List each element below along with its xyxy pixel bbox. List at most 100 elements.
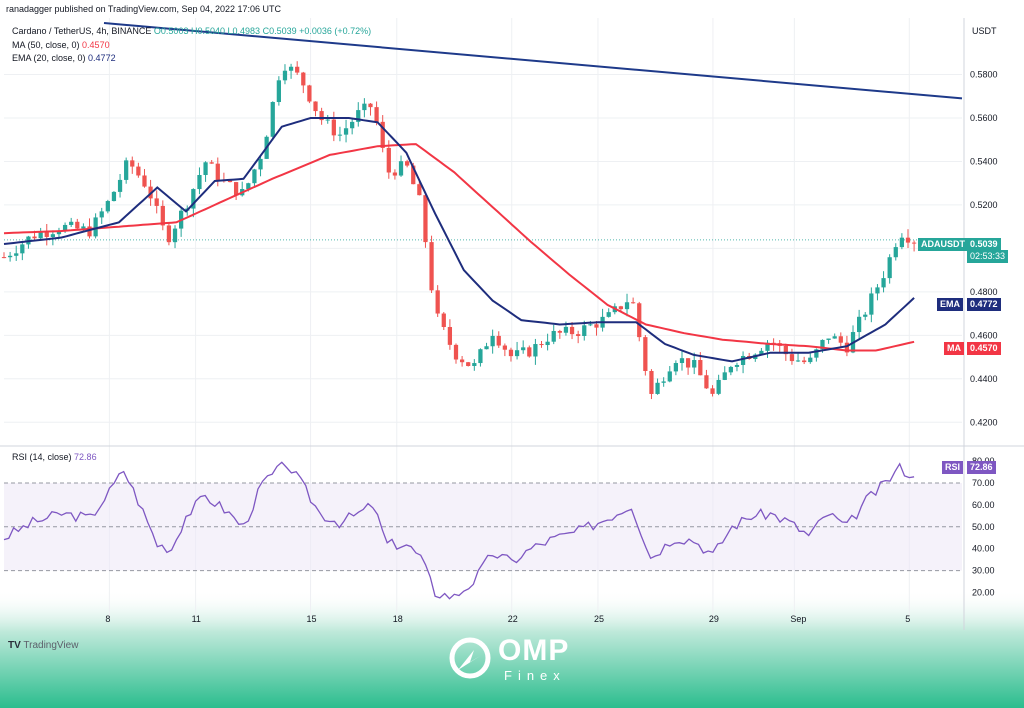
candle-body	[496, 335, 501, 346]
candle-body	[447, 327, 453, 345]
candle-body	[728, 366, 733, 373]
low-value: L0.4983	[227, 26, 261, 36]
rsi-y-tick-label: 50.00	[972, 522, 995, 532]
candle-body	[411, 165, 416, 185]
close-value: C0.5039	[262, 26, 297, 36]
resistance-trendline	[103, 21, 963, 100]
candle-body	[246, 183, 251, 190]
countdown-tag: 02:53:33	[967, 250, 1009, 263]
ma-legend-value: 0.4570	[82, 40, 110, 50]
candle-body	[887, 257, 892, 279]
candle-body	[295, 66, 300, 73]
rsi-name-text: RSI	[945, 462, 961, 472]
x-tick-label: 25	[594, 614, 604, 624]
candle-body	[844, 342, 850, 353]
candle-body	[899, 237, 905, 248]
candle-body	[459, 359, 465, 363]
ema-name-text: EMA	[940, 299, 960, 309]
rsi-name-tag: RSI	[942, 461, 964, 474]
candle-body	[551, 330, 556, 342]
candle-body	[325, 119, 330, 121]
candle-body	[569, 326, 575, 335]
candle-body	[81, 226, 86, 229]
candle-body	[99, 211, 104, 218]
x-tick-label: 11	[192, 614, 201, 624]
candle-body	[130, 160, 135, 167]
rsi-line	[3, 461, 915, 600]
x-tick-label: 5	[905, 614, 910, 624]
candle-body	[814, 349, 819, 358]
candle-body	[539, 344, 544, 346]
candle-body	[1, 257, 7, 259]
candle-body	[857, 316, 862, 333]
candle-body	[588, 324, 593, 326]
price-value-tag: 0.5039	[967, 238, 1001, 251]
ma-value-text: 0.4570	[970, 343, 998, 353]
candle-body	[618, 306, 624, 310]
candle-body	[508, 349, 514, 357]
currency-label: USDT	[972, 26, 997, 36]
candle-body	[545, 341, 550, 346]
symbol-name: Cardano / TetherUS, 4h, BINANCE	[12, 26, 152, 36]
candle-body	[93, 217, 98, 237]
candle-body	[765, 342, 770, 351]
candle-body	[87, 226, 92, 237]
candle-body	[905, 237, 911, 243]
candle-body	[7, 255, 13, 258]
publisher-line: ranadagger published on TradingView.com,…	[6, 4, 281, 14]
candle-body	[466, 362, 471, 367]
candle-body	[44, 232, 49, 237]
candle-body	[704, 375, 709, 389]
rsi-y-tick-label: 30.00	[972, 566, 995, 576]
candle-body	[795, 360, 801, 362]
candle-body	[802, 360, 807, 363]
candle-body	[655, 382, 660, 394]
rsi-legend[interactable]: RSI (14, close) 72.86	[12, 452, 97, 462]
x-tick-label: 18	[393, 614, 403, 624]
candle-body	[215, 163, 220, 181]
candle-body	[270, 102, 275, 137]
candle-body	[288, 66, 294, 71]
ma-legend[interactable]: MA (50, close, 0) 0.4570	[12, 40, 110, 50]
candle-body	[624, 302, 630, 310]
candle-body	[343, 128, 349, 135]
candle-body	[111, 191, 117, 202]
omp-brand: OMP Finex	[448, 634, 588, 690]
candle-body	[881, 278, 886, 288]
candle-body	[783, 345, 788, 355]
candle-body	[478, 349, 483, 364]
candle-body	[75, 221, 80, 229]
ma-name-text: MA	[947, 343, 961, 353]
x-tick-label: 8	[105, 614, 110, 624]
ma50-line	[3, 143, 915, 352]
candle-body	[423, 195, 428, 243]
candle-body	[820, 339, 825, 350]
candle-body	[417, 184, 422, 196]
candle-body	[808, 357, 813, 363]
candle-body	[374, 107, 379, 122]
candle-body	[14, 253, 19, 256]
candle-body	[484, 346, 489, 350]
price-y-tick-label: 0.5800	[970, 70, 998, 80]
high-value: H0.5040	[190, 26, 225, 36]
candle-body	[631, 302, 636, 304]
ma-value-tag: 0.4570	[967, 342, 1001, 355]
candle-body	[789, 354, 795, 362]
candle-body	[38, 232, 43, 239]
candle-body	[472, 363, 477, 367]
candle-body	[679, 358, 685, 364]
candle-body	[197, 175, 202, 190]
publisher-text: ranadagger published on TradingView.com,…	[6, 4, 282, 14]
candle-body	[154, 198, 159, 206]
candle-body	[380, 121, 385, 148]
candle-body	[172, 228, 178, 243]
candle-body	[386, 147, 391, 173]
price-y-tick-label: 0.4200	[970, 417, 998, 427]
change-value: +0.0036 (+0.72%)	[299, 26, 372, 36]
candle-body	[869, 293, 874, 315]
price-y-tick-label: 0.5600	[970, 113, 998, 123]
ema-legend[interactable]: EMA (20, close, 0) 0.4772	[12, 53, 116, 63]
candle-body	[832, 336, 837, 339]
